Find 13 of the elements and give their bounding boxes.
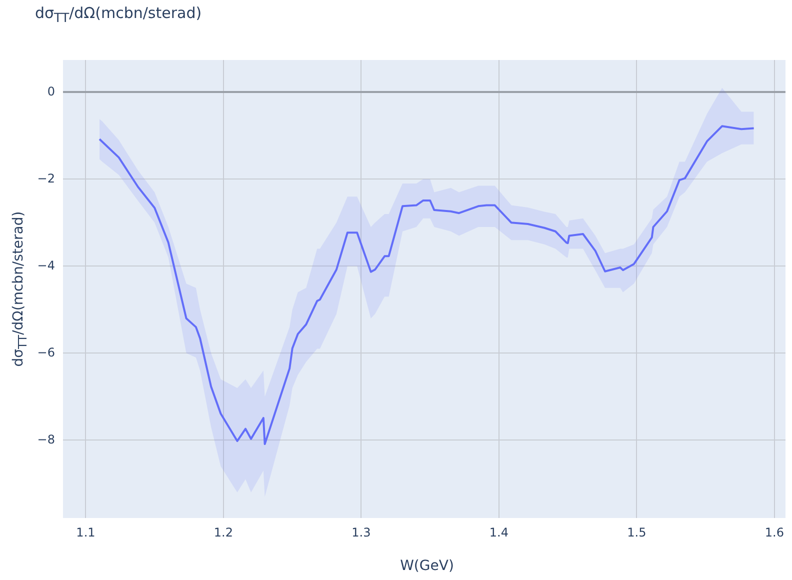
x-tick-label: 1.6	[764, 525, 784, 540]
chart-title: dσ$_{TT}$/dΩ(mcbn/sterad)	[35, 4, 202, 25]
x-tick-label: 1.4	[489, 525, 509, 540]
x-tick-label: 1.3	[352, 525, 371, 540]
y-tick-label: −8	[37, 432, 55, 446]
x-tick-label: 1.1	[76, 525, 96, 540]
y-tick-label: 0	[47, 84, 55, 98]
y-tick-label: −4	[37, 258, 55, 272]
x-axis-title: W(GeV)	[400, 558, 454, 574]
y-tick-label: −2	[37, 171, 55, 186]
x-tick-label: 1.2	[214, 525, 234, 540]
y-tick-label: −6	[37, 345, 55, 360]
x-tick-label: 1.5	[627, 525, 646, 540]
